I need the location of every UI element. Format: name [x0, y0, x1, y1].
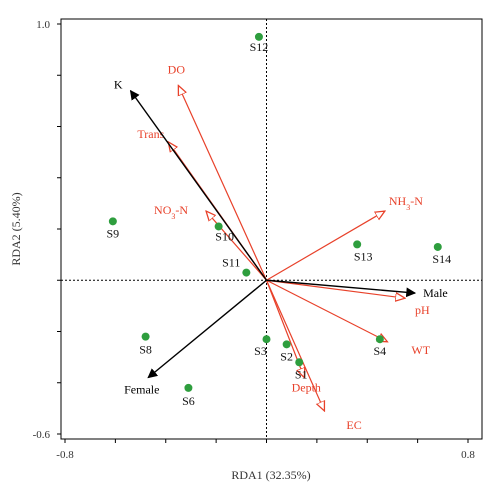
species-vector-male — [266, 279, 417, 298]
site-label-s11: S11 — [222, 256, 240, 270]
site-label-s3: S3 — [254, 344, 267, 358]
plot-frame — [60, 18, 483, 440]
species-label-female: Female — [124, 383, 159, 397]
env-vector-ph — [266, 279, 406, 298]
site-label-s10: S10 — [215, 229, 234, 243]
site-point-s1 — [295, 358, 304, 367]
env-label-ec: EC — [346, 418, 361, 432]
x-tick-label: -0.8 — [56, 449, 74, 461]
y-axis-label: RDA2 (5.40%) — [9, 192, 23, 265]
site-label-s12: S12 — [250, 40, 269, 54]
site-point-s10 — [214, 222, 223, 231]
site-point-s12 — [254, 32, 263, 41]
y-tick-label: 1.0 — [36, 19, 50, 31]
x-tick-label: 0.8 — [461, 449, 475, 461]
site-label-s9: S9 — [107, 226, 120, 240]
env-label-nh: NH3-N — [389, 194, 423, 212]
env-label-ph: pH — [415, 303, 430, 317]
site-point-s14 — [433, 242, 442, 251]
site-point-s3 — [262, 335, 271, 344]
env-label-wt: WT — [411, 343, 430, 357]
env-vector-nh — [266, 211, 385, 281]
reference-lines — [61, 19, 482, 439]
site-label-s14: S14 — [432, 252, 451, 266]
site-label-s13: S13 — [354, 249, 373, 263]
species-label-k: K — [114, 78, 123, 92]
site-point-s2 — [282, 340, 291, 349]
env-label-do: DO — [168, 63, 186, 77]
site-point-s4 — [375, 335, 384, 344]
site-label-s8: S8 — [139, 343, 152, 357]
species-vector-k — [129, 89, 268, 281]
environment-vectors: DO Trans NO3-N NH3-N pH WT Depth EC — [137, 63, 430, 432]
species-label-male: Male — [423, 286, 448, 300]
site-point-s8 — [141, 332, 150, 341]
env-label-trans: Trans — [137, 127, 164, 141]
site-label-s1: S1 — [295, 367, 308, 381]
env-vector-wt — [266, 279, 388, 342]
site-point-s9 — [108, 217, 117, 226]
env-label-depth: Depth — [292, 381, 321, 395]
site-label-s4: S4 — [374, 344, 387, 358]
y-tick-label: -0.6 — [33, 429, 51, 441]
env-vector-ec — [265, 280, 325, 411]
env-vector-no — [206, 211, 267, 281]
species-vectors: K Male Female — [114, 78, 448, 397]
site-point-s11 — [242, 268, 251, 277]
x-axis-label: RDA1 (32.35%) — [231, 468, 310, 482]
axis-tick-labels: -0.8 0.8 1.0 -0.6 — [33, 19, 476, 461]
axis-ticks — [57, 23, 469, 443]
species-vector-female — [147, 279, 267, 379]
env-label-no: NO3-N — [154, 203, 188, 221]
site-label-s2: S2 — [280, 349, 293, 363]
site-point-s6 — [184, 383, 193, 392]
site-label-s6: S6 — [182, 394, 195, 408]
site-point-s13 — [353, 240, 362, 249]
env-vector-do — [178, 86, 268, 281]
